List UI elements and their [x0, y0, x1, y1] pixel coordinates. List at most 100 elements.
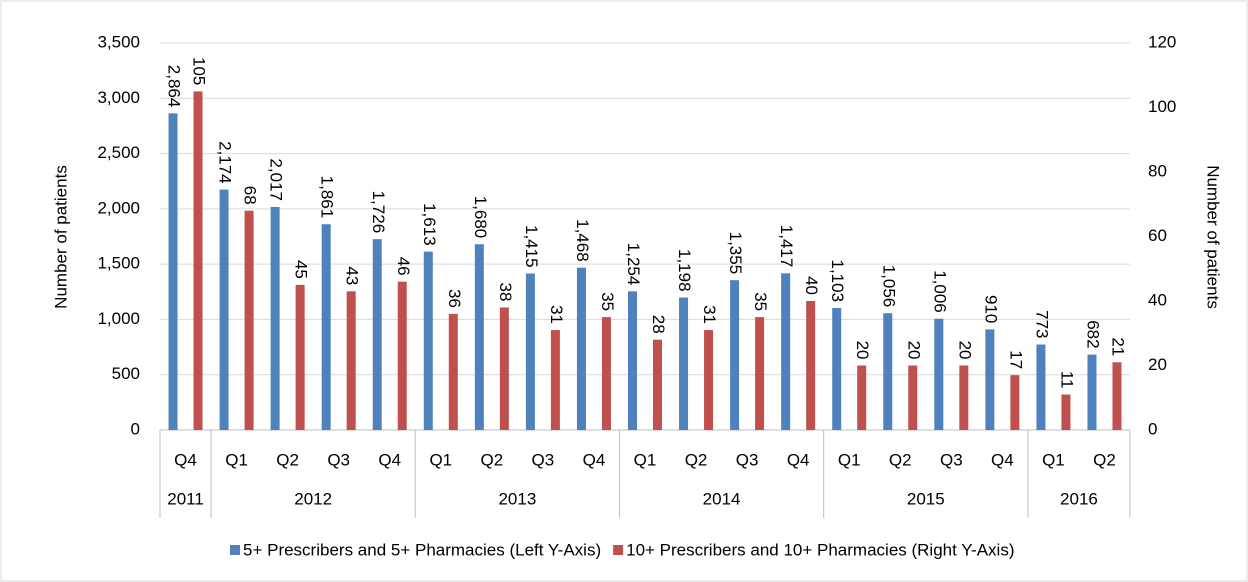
- bar: [346, 291, 356, 430]
- bar: [1087, 354, 1097, 430]
- data-label: 1,254: [624, 243, 643, 286]
- x-group-label: 2011: [167, 489, 204, 508]
- data-label: 20: [955, 341, 974, 360]
- data-label: 1,417: [777, 225, 796, 268]
- data-label: 2,864: [165, 65, 184, 108]
- bar: [934, 318, 944, 430]
- data-label: 11: [1057, 371, 1076, 389]
- bar: [628, 291, 637, 430]
- legend-label: 10+ Prescribers and 10+ Pharmacies (Righ…: [626, 540, 1014, 559]
- x-group-label: 2015: [907, 489, 945, 508]
- bar: [474, 244, 484, 430]
- data-label: 682: [1083, 320, 1102, 348]
- bar: [781, 273, 791, 430]
- bar: [295, 284, 305, 430]
- legend-swatch: [230, 545, 240, 555]
- bar: [423, 251, 433, 430]
- data-label: 31: [547, 305, 566, 324]
- bar: [755, 317, 765, 430]
- y-tick-label: 3,500: [97, 32, 140, 51]
- data-label: 20: [904, 341, 923, 360]
- data-label: 46: [394, 257, 413, 276]
- data-label: 1,680: [471, 196, 490, 239]
- x-tick-label: Q3: [940, 450, 963, 469]
- data-label: 38: [496, 283, 515, 302]
- data-label: 43: [343, 266, 362, 285]
- y2-axis-label: Number of patients: [1204, 165, 1223, 309]
- data-label: 31: [700, 305, 719, 324]
- data-label: 1,861: [318, 176, 337, 219]
- data-label: 1,468: [573, 219, 592, 262]
- bar: [193, 91, 203, 430]
- bar: [244, 210, 254, 430]
- data-label: 68: [241, 186, 260, 205]
- bar: [883, 313, 893, 430]
- data-label: 20: [853, 341, 872, 360]
- y2-tick-label: 60: [1148, 226, 1167, 245]
- data-label: 2,017: [267, 158, 286, 201]
- x-tick-label: Q1: [1042, 450, 1065, 469]
- x-tick-label: Q4: [787, 450, 810, 469]
- x-tick-label: Q3: [532, 450, 555, 469]
- data-label: 1,415: [522, 225, 541, 268]
- bar: [219, 189, 229, 430]
- bar: [576, 267, 586, 430]
- data-label: 21: [1108, 337, 1127, 356]
- bar: [806, 301, 816, 430]
- bar: [397, 281, 407, 430]
- bar: [985, 329, 995, 430]
- bar: [857, 365, 867, 430]
- x-tick-label: Q4: [378, 450, 401, 469]
- y2-tick-label: 40: [1148, 290, 1167, 309]
- x-group-label: 2013: [498, 489, 536, 508]
- y2-tick-label: 0: [1148, 419, 1157, 438]
- data-label: 105: [190, 57, 209, 85]
- bar: [525, 273, 535, 430]
- y-tick-label: 1,000: [97, 309, 140, 328]
- bar: [730, 280, 740, 430]
- data-label: 35: [598, 292, 617, 311]
- bar: [321, 224, 331, 430]
- legend-swatch: [613, 545, 624, 555]
- bar: [959, 365, 969, 430]
- x-tick-label: Q3: [736, 450, 759, 469]
- bar: [550, 330, 560, 430]
- y-tick-label: 3,000: [97, 88, 140, 107]
- legend-label: 5+ Prescribers and 5+ Pharmacies (Left Y…: [243, 540, 601, 559]
- y2-tick-label: 20: [1148, 355, 1167, 374]
- bar: [653, 339, 662, 430]
- data-label: 28: [649, 315, 668, 334]
- x-tick-label: Q1: [838, 450, 861, 469]
- data-label: 773: [1032, 310, 1051, 338]
- data-label: 1,613: [420, 203, 439, 246]
- bar: [270, 206, 280, 430]
- y-tick-label: 0: [131, 419, 140, 438]
- data-label: 40: [802, 276, 821, 295]
- y-tick-label: 500: [112, 364, 140, 383]
- bar: [168, 113, 178, 430]
- bar: [372, 239, 382, 430]
- data-label: 1,056: [879, 265, 898, 308]
- y-tick-label: 1,500: [97, 254, 140, 273]
- data-label: 1,006: [930, 270, 949, 313]
- x-group-label: 2012: [294, 489, 332, 508]
- x-tick-label: Q3: [327, 450, 350, 469]
- bar: [704, 330, 714, 430]
- y2-tick-label: 80: [1148, 161, 1167, 180]
- x-tick-label: Q4: [583, 450, 606, 469]
- y-axis-label: Number of patients: [51, 165, 70, 309]
- data-label: 35: [751, 292, 770, 311]
- x-tick-label: Q2: [276, 450, 299, 469]
- bar: [1112, 362, 1122, 430]
- x-tick-label: Q1: [225, 450, 248, 469]
- x-tick-label: Q2: [685, 450, 708, 469]
- data-label: 1,103: [828, 259, 847, 302]
- bar: [601, 317, 611, 430]
- data-label: 910: [981, 295, 1000, 323]
- bar: [1010, 375, 1020, 430]
- x-tick-label: Q1: [429, 450, 452, 469]
- bar: [679, 297, 689, 430]
- x-group-label: 2016: [1060, 489, 1098, 508]
